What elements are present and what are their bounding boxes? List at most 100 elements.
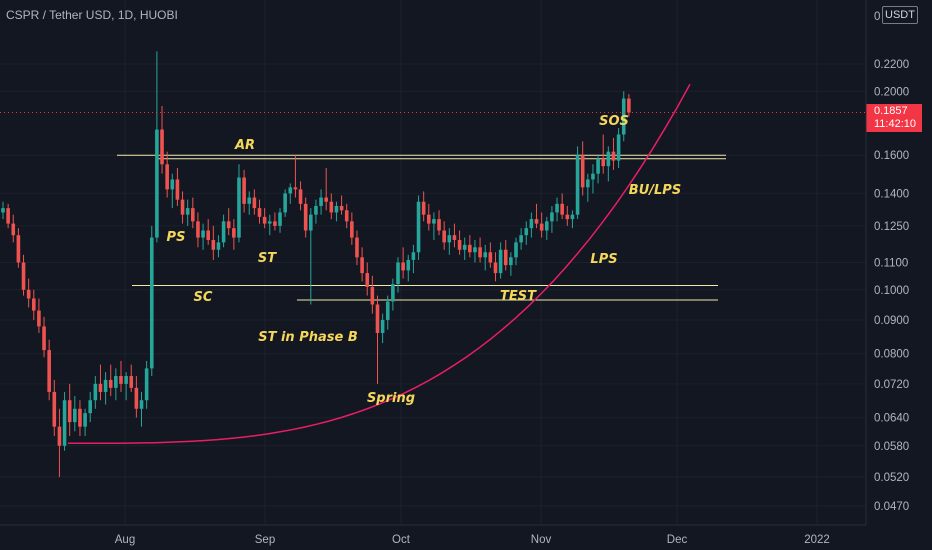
candle-body (391, 284, 395, 302)
candle-body (385, 301, 390, 320)
price-tick-label: 0.0720 (874, 379, 909, 391)
candle-body (380, 319, 385, 333)
candle-body (57, 426, 62, 446)
candle-body (539, 223, 544, 231)
candle-body (237, 177, 241, 238)
candle-body (262, 216, 267, 224)
candle-body (93, 383, 98, 401)
symbol-title: CSPR / Tether USD, 1D, HUOBI (6, 8, 178, 22)
candle-body (11, 223, 16, 236)
candle-body (575, 155, 580, 215)
candle-body (114, 376, 118, 388)
candle-body (293, 187, 298, 190)
candle-body (31, 298, 36, 311)
candle-body (119, 376, 123, 384)
candle-body (62, 400, 67, 446)
candle-body (529, 219, 534, 229)
candle-body (129, 376, 134, 388)
annotation-label: LPS (590, 252, 617, 267)
annotations: AR PS ST SC ST in Phase B Spring TEST SOS BU/LPS… (167, 114, 682, 406)
currency-selector[interactable]: USDT (882, 6, 918, 24)
candle-body (196, 221, 200, 238)
candle-body (134, 387, 139, 409)
candle-body (586, 179, 590, 188)
candle-body (606, 151, 611, 167)
price-tick-label: 0.0800 (874, 349, 909, 361)
candle-body (273, 221, 277, 226)
candle-body (411, 252, 416, 260)
candle-body (462, 244, 467, 250)
candle-body (21, 262, 26, 290)
candle-body (426, 214, 431, 224)
candle-body (616, 134, 621, 161)
candle-body (565, 214, 570, 220)
candle-body (498, 249, 503, 274)
candle-body (534, 219, 539, 224)
candle-body (514, 242, 518, 258)
candle-body (1, 208, 5, 213)
horizontal-levels (117, 154, 726, 301)
candle-body (221, 221, 226, 243)
candle-body (447, 235, 452, 243)
candle-body (232, 228, 236, 238)
candle-body (309, 214, 313, 231)
candle-body (580, 155, 585, 188)
candle-body (621, 98, 626, 135)
price-tick-label: 0.2200 (874, 59, 909, 71)
parabolic-curve (68, 83, 691, 445)
price-tick-label: 0.0580 (874, 441, 909, 453)
candle-body (155, 129, 159, 238)
candle-body (139, 400, 144, 409)
candle-body (216, 242, 221, 250)
candle-body (432, 219, 436, 224)
candle-body (83, 413, 87, 427)
candle-body (26, 289, 31, 299)
candle-body (406, 259, 411, 271)
candle-body (339, 205, 344, 211)
candle-body (283, 193, 287, 213)
price-tick-label: 0.1600 (874, 150, 909, 162)
candle-body (370, 286, 375, 305)
candle-body (334, 205, 339, 213)
time-tick-label: 2022 (804, 534, 830, 546)
annotation-label: SOS (599, 114, 629, 129)
candle-body (437, 219, 441, 231)
candle-body (278, 212, 282, 226)
candle-body (396, 262, 400, 285)
candle-body (519, 235, 523, 243)
price-tick-label: 0.2000 (874, 86, 909, 98)
candle-body (488, 252, 493, 263)
candle-body (493, 262, 498, 274)
candle-body (52, 391, 57, 427)
candle-body (355, 237, 359, 258)
candle-body (144, 368, 149, 401)
bar-countdown: 11:42:10 (874, 118, 917, 130)
time-axis: Aug Sep Oct Nov Dec 2022 (115, 534, 830, 546)
candle-body (319, 197, 323, 206)
candle-body (442, 230, 446, 243)
candle-body (170, 179, 175, 190)
candle-body (365, 273, 370, 287)
candle-body (401, 262, 405, 271)
last-price-value: 0.1857 (874, 105, 908, 117)
candle-body (16, 235, 21, 263)
candle-body (544, 221, 549, 231)
candle-body (185, 208, 190, 215)
price-tick-label: 0.0900 (874, 315, 909, 327)
candles (1, 51, 631, 478)
candle-body (360, 257, 364, 274)
price-tick-label: 0.1400 (874, 188, 909, 200)
candle-body (560, 203, 564, 215)
candle-body (175, 179, 180, 200)
price-tick-label: 0.1100 (874, 257, 908, 269)
candle-body (288, 187, 293, 194)
candle-body (165, 164, 169, 190)
candle-body (503, 249, 508, 266)
annotation-label: BU/LPS (629, 183, 681, 198)
candle-body (98, 383, 103, 392)
candle-body (6, 208, 10, 224)
candle-body (611, 151, 616, 161)
candle-body (314, 205, 318, 215)
candle-body (67, 400, 72, 423)
